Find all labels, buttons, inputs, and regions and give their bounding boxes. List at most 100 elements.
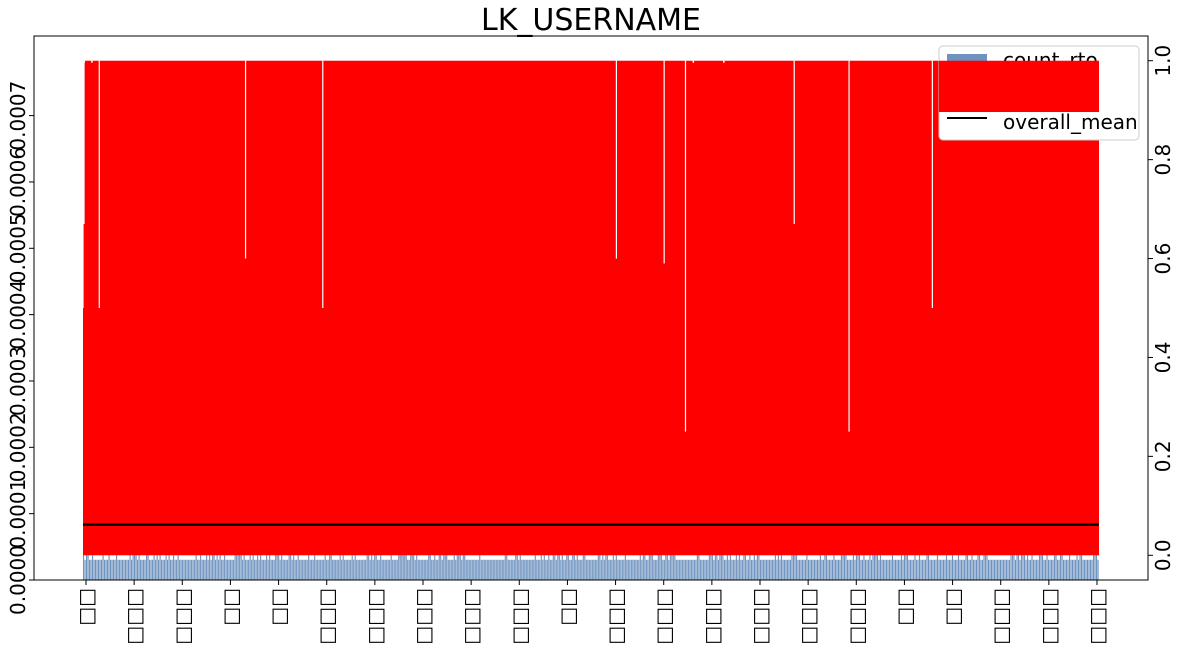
count-rto-bar xyxy=(573,539,575,580)
count-rto-bar xyxy=(1007,559,1009,580)
count-rto-bar xyxy=(222,559,224,580)
count-rto-bar xyxy=(831,559,833,580)
count-rto-bar xyxy=(87,539,89,580)
count-rto-bar xyxy=(665,539,667,580)
count-rto-bar xyxy=(381,559,383,580)
count-rto-bar xyxy=(407,559,409,580)
count-rto-bar xyxy=(431,559,433,580)
count-rto-bar xyxy=(546,559,548,580)
count-rto-bar xyxy=(516,539,518,580)
count-rto-bar xyxy=(155,559,157,580)
y-left-tick-label: 0.0007 xyxy=(6,81,30,151)
count-rto-bar xyxy=(365,559,367,580)
count-rto-bar xyxy=(750,559,752,580)
count-rto-bar xyxy=(413,539,415,580)
mean-series xyxy=(82,60,1099,556)
y-right-tick-label: 0.8 xyxy=(1151,144,1175,176)
count-rto-bar xyxy=(503,559,505,580)
count-rto-bar xyxy=(801,559,803,580)
count-rto-bar xyxy=(693,559,695,580)
count-rto-bar xyxy=(1044,559,1047,580)
count-rto-bar xyxy=(249,539,251,580)
count-rto-bar xyxy=(539,559,541,580)
count-rto-bar xyxy=(939,559,942,580)
count-rto-bar xyxy=(264,559,266,580)
x-tick-label: □□ xyxy=(74,588,98,626)
x-tick-label: □□□ xyxy=(748,588,772,645)
count-rto-bar xyxy=(1061,539,1063,580)
count-rto-bar xyxy=(839,559,841,580)
count-rto-bar xyxy=(903,539,906,580)
count-rto-bar xyxy=(1071,559,1074,580)
count-rto-bar xyxy=(956,559,958,580)
count-rto-bar xyxy=(348,559,350,580)
count-rto-bar xyxy=(441,559,443,580)
count-rto-bar xyxy=(158,559,160,580)
count-rto-bar xyxy=(513,559,515,580)
count-rto-bar xyxy=(191,559,193,580)
count-rto-bar xyxy=(453,539,455,580)
count-rto-bar xyxy=(486,559,488,580)
count-rto-bar xyxy=(383,559,385,580)
count-rto-bar xyxy=(512,559,514,580)
count-rto-bar xyxy=(848,559,850,580)
count-rto-bar xyxy=(363,559,365,580)
count-rto-bar xyxy=(549,559,551,580)
count-rto-bar xyxy=(276,539,278,580)
count-rto-bar xyxy=(386,559,388,580)
count-rto-bar xyxy=(128,559,130,580)
count-rto-bar xyxy=(111,559,113,580)
count-rto-bar xyxy=(999,559,1002,580)
count-rto-bar xyxy=(737,559,739,580)
count-rto-bar xyxy=(507,559,509,580)
count-rto-bar xyxy=(570,559,572,580)
count-rto-bar xyxy=(894,559,897,580)
count-rto-bar xyxy=(101,559,103,580)
count-rto-bar xyxy=(275,539,277,580)
count-rto-bar xyxy=(533,559,535,580)
mean-dip xyxy=(82,60,84,309)
count-rto-bar xyxy=(474,559,476,580)
count-rto-bar xyxy=(360,559,362,580)
count-rto-bar xyxy=(1050,559,1053,580)
x-tick-label: □□ xyxy=(267,588,291,626)
count-rto-bar xyxy=(740,559,742,580)
count-rto-bar xyxy=(759,559,761,580)
count-rto-bar xyxy=(504,539,506,580)
count-rto-bar xyxy=(762,559,764,580)
count-rto-bar xyxy=(563,559,565,580)
count-rto-bar xyxy=(1080,539,1083,580)
count-rto-bar xyxy=(408,559,410,580)
count-rto-bar xyxy=(936,539,939,580)
count-rto-bar xyxy=(122,559,124,580)
count-rto-bar xyxy=(161,559,163,580)
count-rto-bar xyxy=(464,539,466,580)
count-rto-bar xyxy=(491,559,493,580)
count-rto-bar xyxy=(804,559,806,580)
count-rto-bar xyxy=(618,559,620,580)
count-rto-bar xyxy=(897,559,900,580)
count-rto-bar xyxy=(876,539,879,580)
count-rto-bar xyxy=(201,559,203,580)
count-rto-bar xyxy=(899,559,901,580)
count-rto-bar xyxy=(96,559,98,580)
count-rto-bar xyxy=(566,539,568,580)
count-rto-bar xyxy=(941,559,943,580)
count-rto-bar xyxy=(194,559,196,580)
count-rto-bar xyxy=(612,539,614,580)
count-rto-bar xyxy=(663,559,665,580)
count-rto-bar xyxy=(455,559,457,580)
count-rto-bar xyxy=(779,559,781,580)
count-rto-bar xyxy=(758,539,760,580)
count-rto-bar xyxy=(770,559,772,580)
count-rto-bar xyxy=(1005,559,1008,580)
count-rto-bar xyxy=(990,559,993,580)
count-rto-bar xyxy=(506,539,508,580)
count-rto-bar xyxy=(233,559,235,580)
count-rto-bar xyxy=(245,559,247,580)
count-rto-bar xyxy=(707,559,709,580)
count-rto-bar xyxy=(617,559,619,580)
count-rto-bar xyxy=(287,559,289,580)
count-rto-bar xyxy=(1008,559,1011,580)
count-rto-bar xyxy=(803,559,805,580)
